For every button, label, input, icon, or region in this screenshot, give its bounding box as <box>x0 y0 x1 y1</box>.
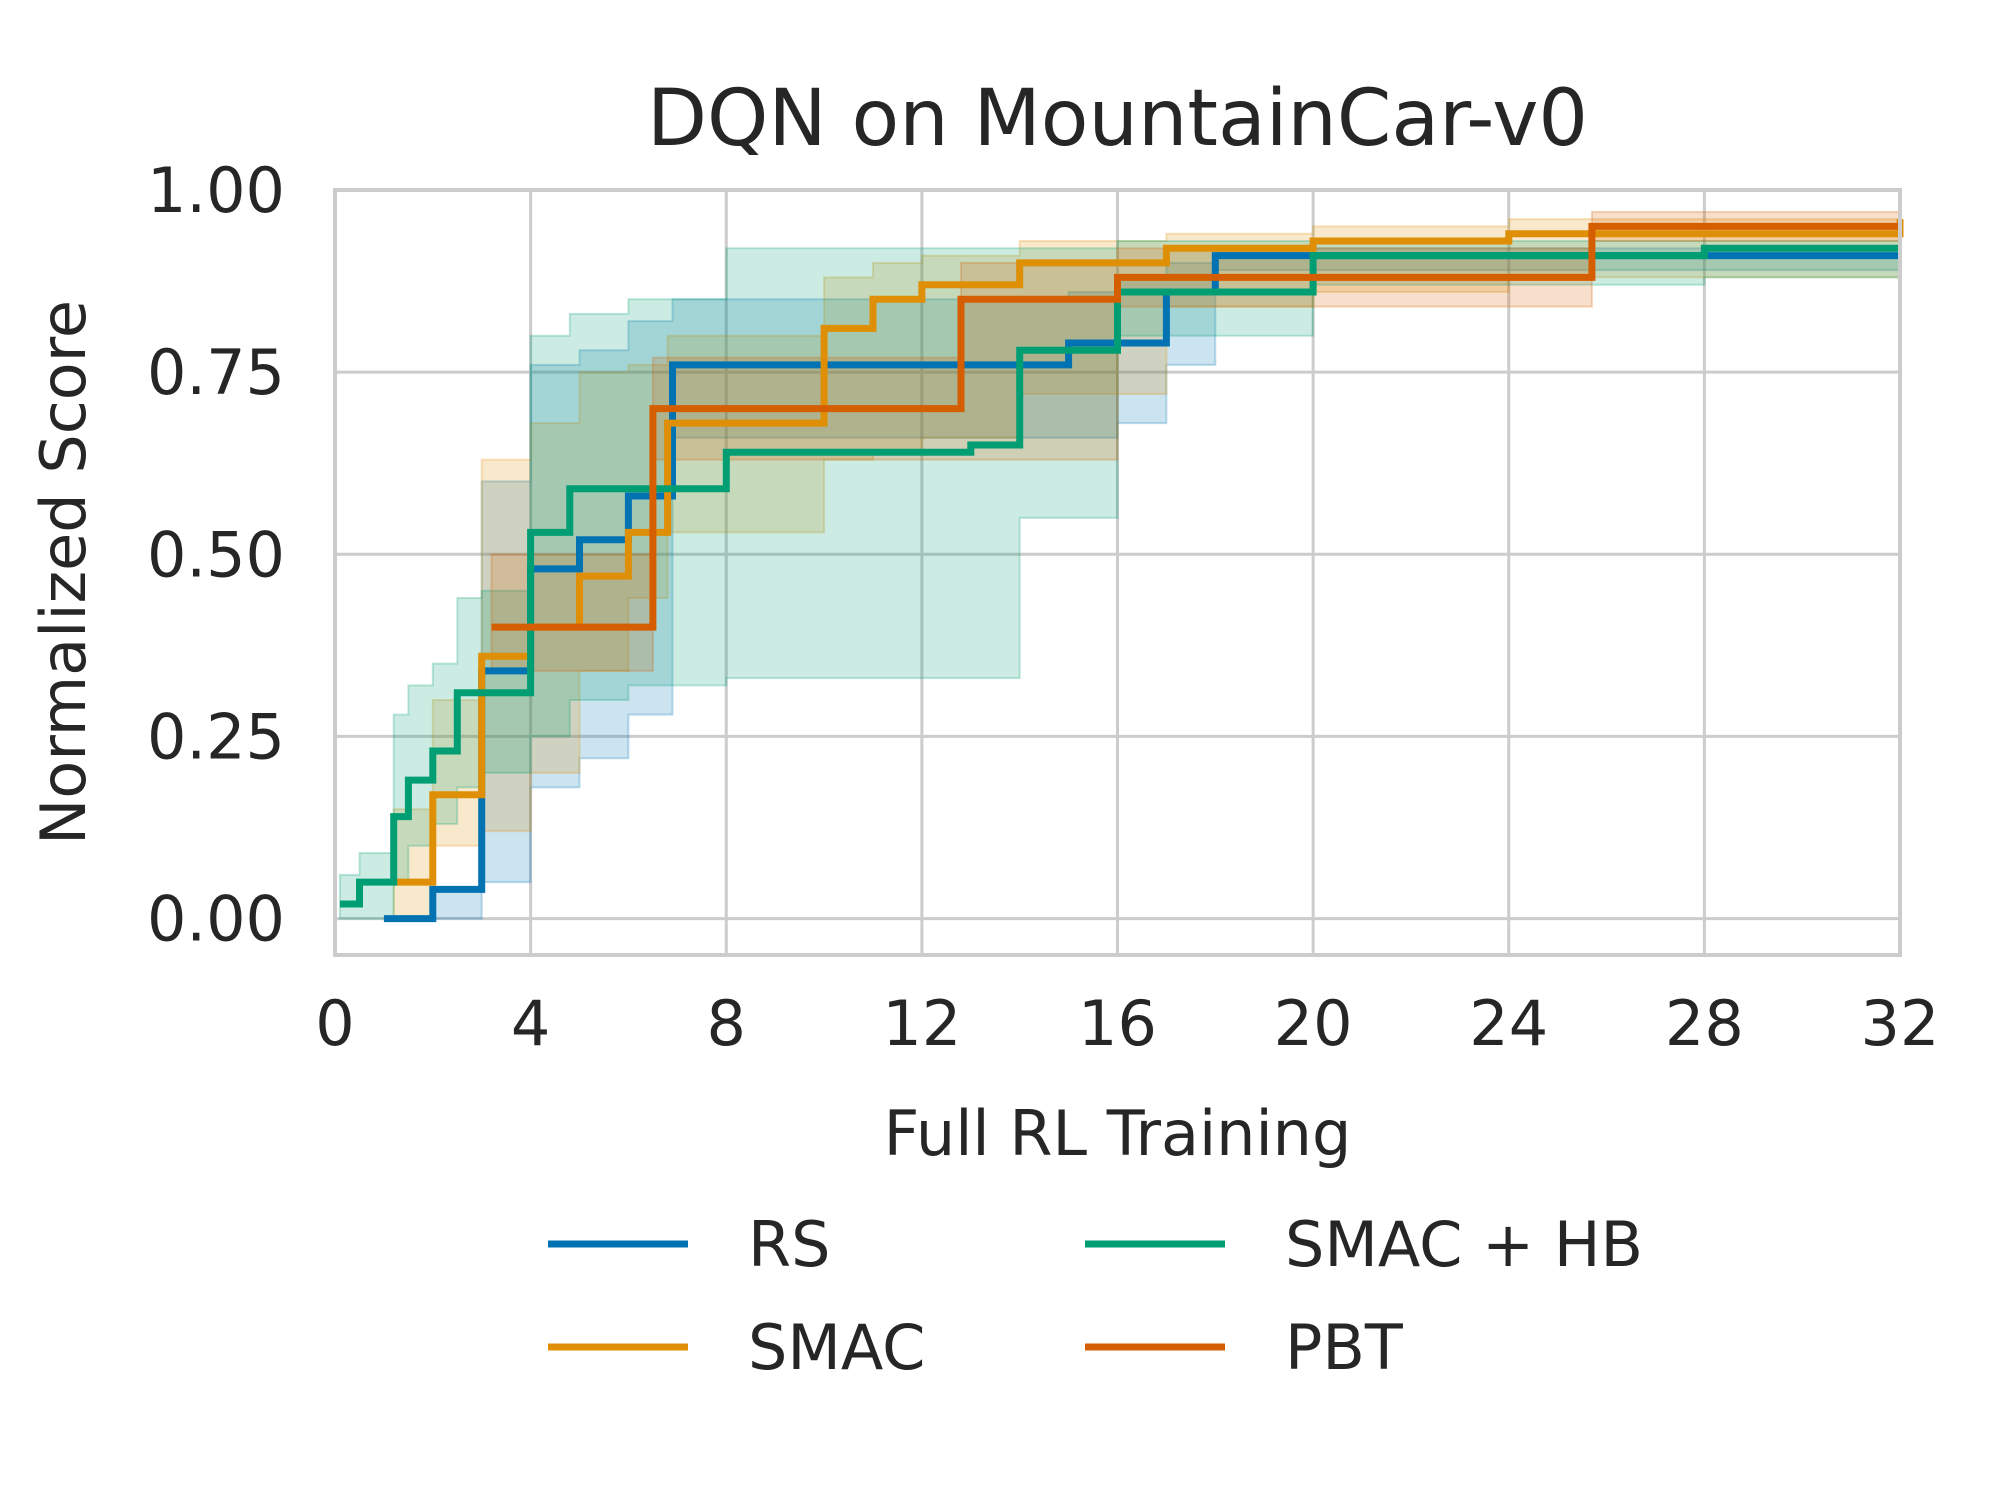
y-tick-label: 1.00 <box>147 154 285 227</box>
band-rs <box>383 247 1901 920</box>
y-tick-label: 0.00 <box>147 883 285 956</box>
legend-label-smac: SMAC <box>748 1311 925 1384</box>
series-line-smac-hb <box>339 244 1900 908</box>
y-tick-label: 0.25 <box>147 700 285 773</box>
y-axis-title: Normalized Score <box>27 300 100 845</box>
x-axis-title: Full RL Training <box>884 1097 1352 1170</box>
y-tick-label: 0.50 <box>147 518 285 591</box>
x-tick-label: 8 <box>707 987 746 1060</box>
legend-label-smac-hb: SMAC + HB <box>1285 1208 1643 1281</box>
series-line-smac <box>393 219 1904 886</box>
x-tick-label: 12 <box>882 987 961 1060</box>
chart-title: DQN on MountainCar-v0 <box>647 74 1588 164</box>
y-tick-labels: 0.00 0.25 0.50 0.75 1.00 <box>147 154 285 956</box>
legend-label-pbt: PBT <box>1285 1311 1404 1384</box>
x-tick-label: 28 <box>1665 987 1744 1060</box>
x-tick-label: 0 <box>315 987 354 1060</box>
legend: RS SMAC SMAC + HB PBT <box>548 1208 1643 1384</box>
x-tick-label: 32 <box>1861 987 1940 1060</box>
x-tick-label: 16 <box>1078 987 1157 1060</box>
x-tick-label: 4 <box>511 987 550 1060</box>
x-tick-label: 20 <box>1274 987 1353 1060</box>
x-tick-labels: 0 4 8 12 16 20 24 28 32 <box>315 987 1939 1060</box>
series-line-pbt <box>491 222 1900 631</box>
y-tick-label: 0.75 <box>147 336 285 409</box>
plot-frame <box>333 188 1902 957</box>
legend-label-rs: RS <box>748 1208 830 1281</box>
x-tick-label: 24 <box>1469 987 1548 1060</box>
series-lines <box>339 219 1904 923</box>
